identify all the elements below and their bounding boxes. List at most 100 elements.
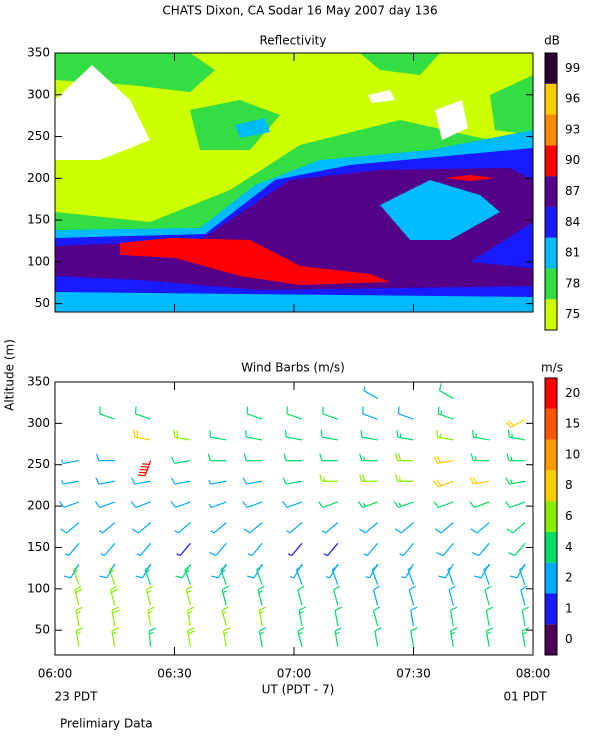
wind-barb — [284, 429, 303, 441]
no-data-region — [435, 100, 468, 140]
wind-barb — [94, 501, 115, 508]
wind-barb — [64, 542, 80, 557]
colorbar-swatch — [545, 83, 557, 115]
wind-barb — [100, 542, 116, 557]
wind-barb — [323, 542, 339, 557]
wind-barb — [211, 563, 227, 579]
wind-barb — [433, 456, 454, 464]
colorbar-swatch — [545, 562, 557, 594]
wind-barb — [507, 429, 526, 441]
colorbar-swatch — [545, 145, 557, 177]
y-axis-label: Altitude (m) — [3, 339, 17, 411]
colorbar-swatch — [545, 176, 557, 207]
wind-barb — [410, 627, 418, 647]
y-tick-label: 200 — [27, 171, 50, 185]
wind-barb — [447, 566, 454, 585]
x-end-note: 01 PDT — [504, 690, 548, 704]
y-tick-label: 250 — [27, 457, 50, 471]
wind-barb — [485, 606, 494, 627]
wind-barb — [145, 585, 154, 606]
wind-barb — [282, 501, 303, 508]
wind-barb — [438, 383, 454, 400]
y-tick-label: 100 — [27, 254, 50, 268]
wind-barb — [334, 627, 342, 647]
wind-barb — [170, 501, 191, 508]
wind-barb — [399, 542, 414, 557]
wind-barb — [363, 542, 379, 557]
wind-barb — [286, 406, 303, 420]
wind-barb — [374, 627, 382, 647]
wind-barb — [247, 542, 263, 557]
x-tick-label: 06:00 — [38, 667, 73, 681]
wind-barb — [319, 474, 338, 482]
colorbar-swatch — [545, 206, 557, 238]
wind-barb — [319, 453, 338, 462]
wind-barb — [98, 522, 116, 534]
y-tick-label: 350 — [27, 46, 50, 60]
colorbar-swatch — [545, 470, 557, 502]
wind-barb — [185, 585, 193, 606]
wind-barb — [222, 627, 231, 647]
wind-barb — [434, 522, 454, 534]
wind-barb — [322, 406, 339, 420]
wind-barb — [243, 453, 263, 462]
wind-barb — [282, 477, 303, 485]
y-tick-label: 50 — [35, 296, 50, 310]
wind-barb — [209, 429, 227, 441]
wind-barb — [187, 606, 195, 627]
wind-barb — [505, 501, 526, 508]
wind-barb — [60, 459, 80, 464]
colorbar-label: 20 — [565, 386, 580, 400]
y-tick-label: 50 — [35, 623, 50, 637]
figure-title: CHATS Dixon, CA Sodar 16 May 2007 day 13… — [162, 4, 437, 18]
wind-barb — [134, 406, 151, 420]
contour-region — [235, 118, 270, 138]
colorbar-swatch — [545, 531, 557, 563]
x-axis-label: UT (PDT - 7) — [262, 683, 335, 697]
panel-title: Reflectivity — [259, 34, 326, 48]
wind-barb — [394, 522, 414, 534]
wind-barb — [110, 585, 118, 606]
x-tick-label: 06:30 — [157, 667, 192, 681]
wind-barb — [469, 501, 490, 508]
wind-barb — [221, 585, 229, 606]
wind-barb — [287, 542, 303, 557]
wind-barb — [111, 627, 119, 647]
wind-barb — [359, 474, 378, 482]
colorbar-label: 10 — [565, 447, 580, 461]
wind-barb — [357, 501, 378, 508]
colorbar-unit: dB — [544, 34, 560, 48]
wind-barb — [243, 522, 263, 534]
wind-barb — [173, 429, 191, 441]
wind-barb — [242, 477, 263, 485]
wind-barb — [99, 563, 116, 579]
colorbar-label: 78 — [565, 276, 580, 290]
wind-barb — [99, 406, 115, 420]
wind-barb — [449, 627, 458, 647]
wind-barb — [137, 460, 152, 477]
wind-barb — [95, 477, 115, 485]
wind-barb — [74, 585, 83, 606]
wind-barb — [470, 453, 490, 462]
colorbar-label: 93 — [565, 122, 580, 136]
colorbar-swatch — [545, 53, 557, 84]
y-tick-label: 300 — [27, 87, 50, 101]
wind-barb — [174, 522, 191, 534]
wind-barb — [258, 627, 267, 647]
plot-frame — [54, 381, 534, 656]
wind-barb — [433, 501, 454, 508]
colorbar-label: 99 — [565, 61, 580, 75]
wind-barb — [75, 627, 83, 647]
wind-barb — [436, 429, 454, 441]
wind-barb — [509, 563, 526, 579]
wind-barb — [520, 585, 528, 606]
wind-barb — [473, 563, 490, 579]
contour-region — [120, 238, 390, 285]
colorbar-label: 4 — [565, 540, 573, 554]
colorbar-label: 81 — [565, 246, 580, 260]
y-tick-label: 150 — [27, 213, 50, 227]
colorbar-swatch — [545, 378, 557, 409]
footnote: Prelimiary Data — [60, 717, 153, 731]
wind-barb — [210, 522, 227, 534]
colorbar-label: 0 — [565, 632, 573, 646]
